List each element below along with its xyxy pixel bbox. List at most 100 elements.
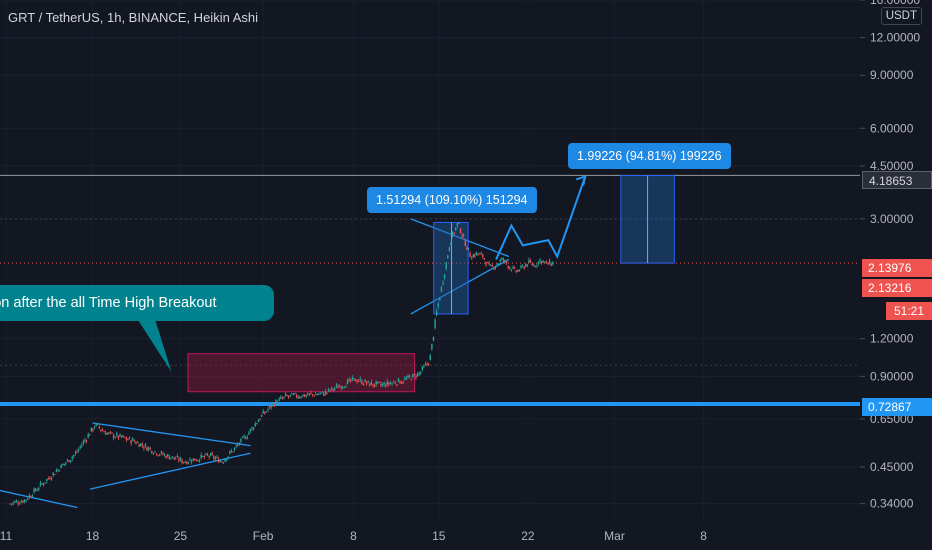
candle-body	[65, 462, 67, 464]
candle-body	[136, 442, 139, 444]
candle-body	[171, 456, 174, 458]
candle-body	[286, 395, 288, 397]
candle-body	[356, 381, 358, 383]
candle-body	[14, 501, 16, 503]
candle-body	[97, 423, 99, 425]
candle-body	[278, 398, 280, 401]
candle-body	[420, 372, 422, 374]
candle-body	[447, 255, 449, 259]
candle-body	[442, 282, 444, 285]
candle-body	[55, 470, 58, 473]
callout-note[interactable]: ion after the all Time High Breakout	[0, 285, 274, 321]
candle-body	[154, 451, 156, 453]
candle-body	[36, 490, 38, 492]
candle-body	[439, 297, 441, 301]
candle-body	[435, 311, 438, 316]
candle-body	[295, 394, 298, 398]
candle-body	[396, 384, 398, 386]
candle-body	[450, 241, 452, 246]
candle-body	[504, 259, 506, 261]
candle-body	[453, 232, 455, 234]
symbol-title: GRT / TetherUS, 1h, BINANCE, Heikin Ashi	[8, 10, 258, 25]
candle-body	[364, 379, 366, 383]
candle-body	[408, 376, 411, 378]
candle-body	[299, 397, 301, 399]
candle-body	[229, 451, 231, 454]
candle-body	[95, 423, 97, 426]
candle-body	[221, 461, 223, 463]
candle-body	[528, 259, 530, 263]
candle-body	[100, 429, 102, 431]
y-tick-label: 4.50000	[870, 159, 914, 173]
y-tick-label: 3.00000	[870, 212, 914, 226]
candle-body	[127, 439, 129, 441]
candle-body	[367, 380, 369, 382]
candle-body	[525, 264, 527, 267]
candle-body	[310, 393, 312, 395]
candle-body	[50, 478, 53, 480]
candle-body	[202, 455, 204, 457]
candle-body	[160, 451, 163, 453]
candle-body	[92, 428, 94, 431]
candle-body	[138, 444, 140, 447]
candle-body	[157, 455, 159, 457]
price-label-second: 2.13216	[862, 279, 932, 297]
candle-body	[224, 459, 226, 462]
candle-body	[491, 265, 494, 267]
candle-body	[49, 478, 51, 480]
candle-body	[464, 240, 466, 246]
candle-body	[386, 381, 389, 385]
candle-body	[198, 460, 201, 462]
candle-body	[466, 247, 468, 250]
candle-body	[531, 263, 533, 266]
candle-body	[262, 411, 264, 414]
x-tick-label: 15	[432, 529, 446, 543]
candle-body	[173, 457, 175, 459]
candle-body	[512, 267, 514, 269]
x-tick-label: Feb	[253, 529, 274, 543]
candle-body	[455, 227, 457, 231]
candle-body	[391, 382, 393, 384]
pennant-lower	[410, 258, 510, 315]
candle-body	[275, 399, 277, 403]
candle-body	[211, 453, 213, 455]
triangle-lower	[89, 452, 251, 490]
candle-body	[375, 381, 377, 385]
candle-body	[270, 405, 272, 408]
candle-body	[52, 472, 54, 475]
candle-body	[510, 269, 513, 271]
candle-body	[62, 464, 64, 466]
currency-button[interactable]: USDT	[880, 7, 922, 25]
candle-body	[82, 441, 85, 444]
candle-body	[267, 409, 269, 411]
candle-body	[467, 247, 470, 249]
candle-body	[225, 459, 228, 461]
candle-body	[480, 253, 482, 255]
candle-body	[194, 458, 196, 461]
candle-body	[47, 478, 50, 480]
candle-body	[103, 431, 105, 433]
candle-body	[342, 386, 344, 388]
candle-body	[461, 235, 463, 237]
candle-body	[233, 447, 236, 450]
candle-body	[227, 456, 229, 459]
projection-arrowhead	[575, 174, 587, 186]
candle-body	[470, 258, 473, 260]
candle-body	[93, 427, 96, 429]
candle-body	[265, 411, 268, 413]
candle-body	[397, 378, 400, 382]
candle-body	[378, 381, 381, 383]
candle-body	[206, 454, 209, 456]
candle-body	[89, 434, 91, 436]
candle-body	[280, 397, 282, 399]
candle-body	[501, 257, 503, 260]
candle-body	[302, 394, 304, 397]
candle-body	[361, 381, 363, 385]
candle-body	[490, 265, 492, 267]
candle-body	[345, 386, 347, 388]
candle-body	[79, 446, 81, 448]
candle-body	[104, 433, 107, 435]
candle-body	[116, 433, 118, 436]
candle-body	[332, 389, 334, 391]
